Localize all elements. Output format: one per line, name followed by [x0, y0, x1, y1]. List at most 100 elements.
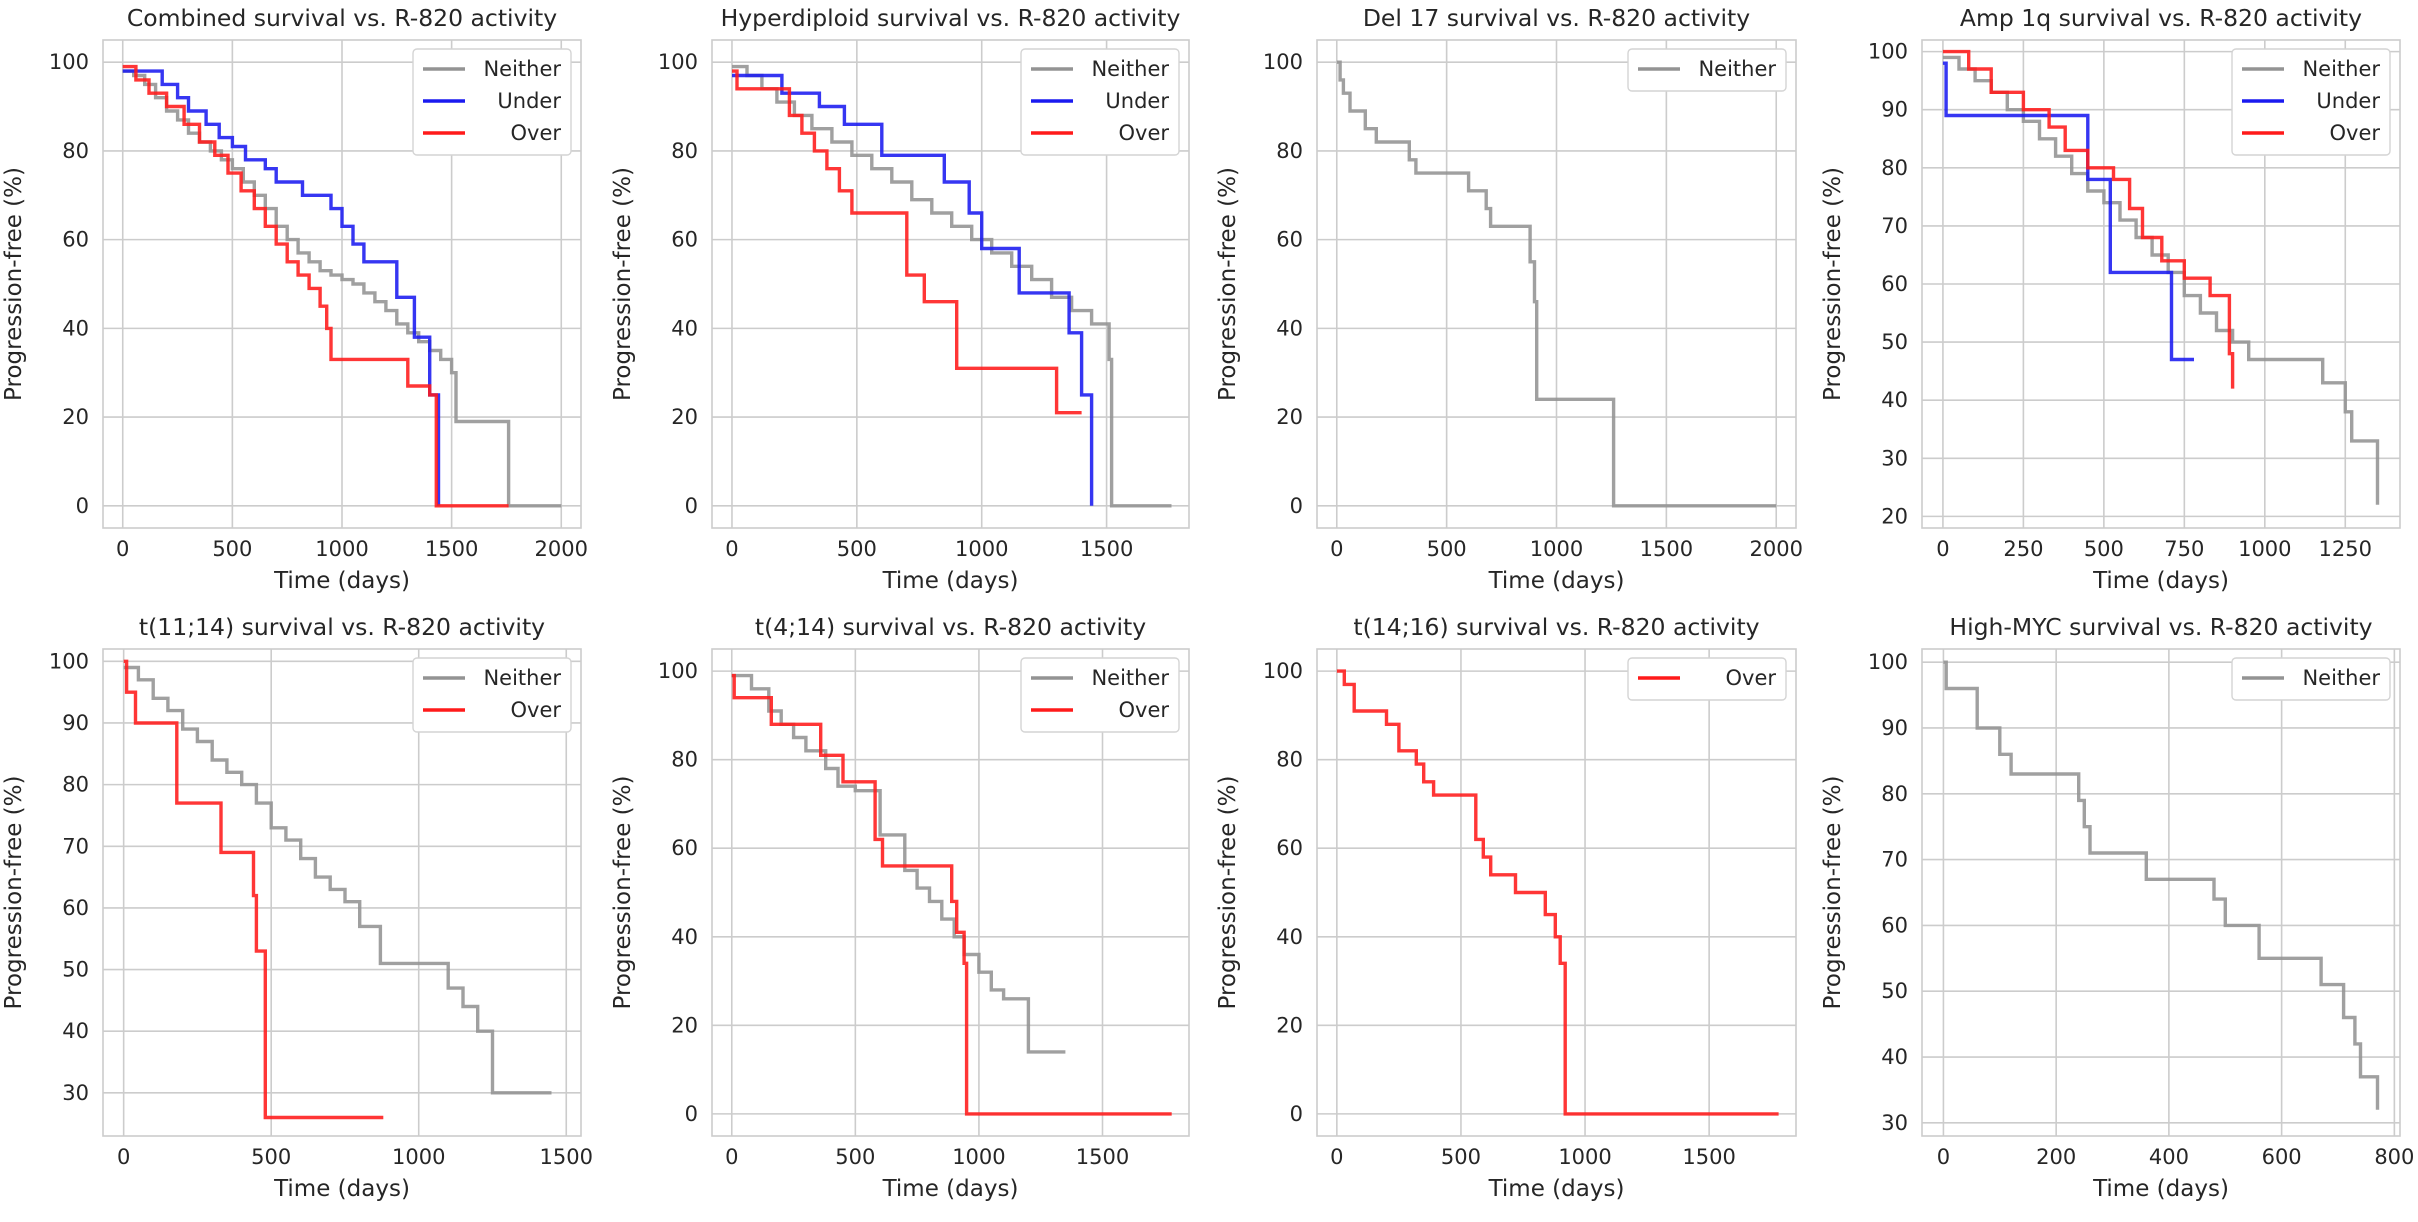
y-tick-label: 20: [1276, 405, 1303, 429]
legend: [1627, 657, 1787, 701]
legend-label: Under: [497, 89, 561, 113]
y-tick-label: 50: [62, 958, 89, 982]
legend: [2231, 657, 2391, 701]
legend: [1020, 48, 1180, 156]
chart-title: t(11;14) survival vs. R-820 activity: [139, 613, 545, 641]
y-tick-label: 80: [1276, 139, 1303, 163]
plot-area: [1921, 648, 2401, 1137]
x-tick-label: 1250: [2319, 537, 2372, 561]
x-tick-label: 1000: [952, 1145, 1005, 1169]
y-tick-label: 30: [1881, 1111, 1908, 1135]
x-tick-label: 500: [212, 537, 252, 561]
legend: [412, 48, 572, 156]
chart-title: Combined survival vs. R-820 activity: [127, 4, 557, 32]
x-tick-label: 500: [837, 537, 877, 561]
y-tick-label: 80: [62, 139, 89, 163]
x-tick-label: 1000: [955, 537, 1008, 561]
series-line-neither: [123, 665, 552, 1095]
y-tick-label: 30: [62, 1081, 89, 1105]
chart-panel-4: 0 250 500 750 1000 1250 20 30 40 50 60 70 80 90 100 Amp…: [1820, 4, 2401, 594]
x-axis-label: Time (days): [273, 568, 410, 594]
y-tick-label: 40: [671, 316, 698, 340]
series-line-under: [732, 73, 1094, 506]
series-line-neither: [732, 64, 1172, 508]
x-tick-label: 2000: [535, 537, 588, 561]
legend-label: Under: [1105, 89, 1169, 113]
y-axis-label: Progression-free (%): [1820, 776, 1846, 1010]
chart-title: Hyperdiploid survival vs. R-820 activity: [721, 4, 1181, 32]
x-tick-label: 500: [1441, 1145, 1481, 1169]
y-tick-label: 40: [1881, 388, 1908, 412]
x-tick-label: 400: [2149, 1145, 2189, 1169]
y-axis-label: Progression-free (%): [1215, 167, 1241, 401]
y-tick-label: 0: [685, 1102, 698, 1126]
legend-label: Under: [2316, 89, 2380, 113]
x-tick-label: 1000: [392, 1145, 445, 1169]
legend-label: Over: [1118, 698, 1169, 722]
y-tick-label: 50: [1881, 979, 1908, 1003]
series-line-neither: [1942, 55, 2380, 505]
x-tick-label: 0: [116, 537, 129, 561]
chart-title: High-MYC survival vs. R-820 activity: [1949, 613, 2372, 641]
chart-panel-6: 0 500 1000 1500 0 20 40 60 80 100 t(4;14) survival…: [610, 613, 1190, 1202]
series-line-neither: [1943, 660, 2380, 1110]
series-line-under: [122, 69, 441, 506]
x-tick-label: 1000: [1530, 537, 1583, 561]
series-line-over: [731, 673, 1172, 1116]
x-tick-label: 0: [725, 1145, 738, 1169]
x-axis-label: Time (days): [1488, 568, 1625, 594]
y-tick-label: 100: [658, 659, 698, 683]
legend-label: Over: [510, 698, 561, 722]
x-tick-label: 0: [1936, 537, 1949, 561]
y-axis-label: Progression-free (%): [1215, 776, 1241, 1010]
chart-panel-2: 0 500 1000 1500 0 20 40 60 80 100 Hyperdiploid sur…: [610, 4, 1190, 594]
y-tick-label: 70: [62, 834, 89, 858]
x-tick-label: 1000: [1558, 1145, 1611, 1169]
chart-title: t(14;16) survival vs. R-820 activity: [1353, 613, 1759, 641]
x-tick-label: 0: [725, 537, 738, 561]
y-tick-label: 20: [62, 405, 89, 429]
y-tick-label: 80: [1276, 748, 1303, 772]
series-line-over: [122, 64, 509, 508]
y-tick-label: 40: [1276, 316, 1303, 340]
chart-panel-1: 0 500 1000 1500 2000 0 20 40 60 80 100 Combined sur…: [1, 4, 588, 594]
y-axis-label: Progression-free (%): [610, 776, 636, 1010]
x-tick-label: 500: [251, 1145, 291, 1169]
x-axis-label: Time (days): [273, 1176, 410, 1202]
legend: [1627, 48, 1787, 92]
y-tick-label: 60: [1276, 836, 1303, 860]
x-axis-label: Time (days): [882, 568, 1019, 594]
x-tick-label: 0: [117, 1145, 130, 1169]
y-tick-label: 60: [1276, 228, 1303, 252]
legend-label: Over: [1725, 666, 1776, 690]
y-tick-label: 80: [671, 139, 698, 163]
y-tick-label: 90: [62, 711, 89, 735]
chart-panel-8: 0 200 400 600 800 30 40 50 60 70 80 90 100 High-MYC s…: [1820, 613, 2414, 1202]
x-tick-label: 1000: [315, 537, 368, 561]
y-tick-label: 50: [1881, 330, 1908, 354]
y-tick-label: 40: [671, 925, 698, 949]
y-tick-label: 60: [671, 836, 698, 860]
chart-panel-5: 0 500 1000 1500 30 40 50 60 70 80 90 100 t(11;14) su…: [1, 613, 593, 1202]
legend-label: Neither: [483, 57, 561, 81]
y-tick-label: 20: [671, 1013, 698, 1037]
legend-label: Neither: [483, 666, 561, 690]
y-tick-label: 80: [1881, 782, 1908, 806]
x-tick-label: 500: [1427, 537, 1467, 561]
series-line-over: [123, 659, 384, 1120]
y-tick-label: 60: [671, 228, 698, 252]
y-tick-label: 0: [685, 494, 698, 518]
y-tick-label: 100: [1263, 659, 1303, 683]
x-tick-label: 250: [2003, 537, 2043, 561]
x-tick-label: 1500: [1682, 1145, 1735, 1169]
y-tick-label: 80: [671, 748, 698, 772]
y-tick-label: 40: [62, 316, 89, 340]
y-axis-label: Progression-free (%): [1820, 167, 1846, 401]
x-tick-label: 1500: [540, 1145, 593, 1169]
legend: [2231, 48, 2391, 156]
y-tick-label: 70: [1881, 848, 1908, 872]
y-tick-label: 0: [1290, 494, 1303, 518]
y-tick-label: 100: [658, 50, 698, 74]
y-tick-label: 80: [1881, 156, 1908, 180]
chart-panel-3: 0 500 1000 1500 2000 0 20 40 60 80 100 Del 17 survi…: [1215, 4, 1803, 594]
